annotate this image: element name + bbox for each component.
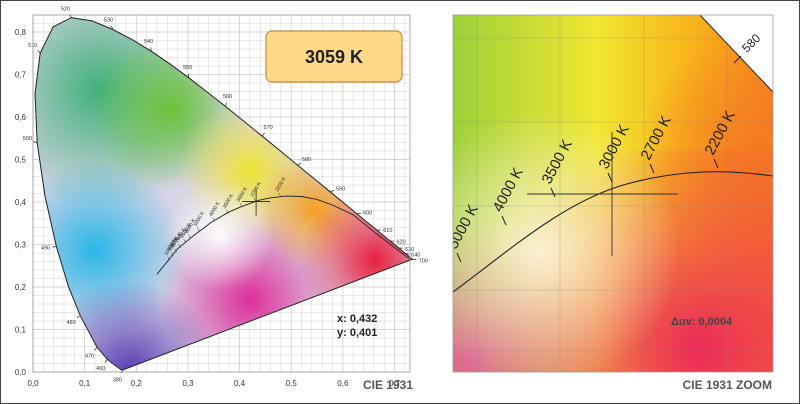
y-tick-label: 0,3 [15,241,27,250]
wavelength-label: 460 [96,366,105,372]
cct-tick [188,234,191,239]
wavelength-tick [33,140,38,144]
readout-x: x: 0,432 [337,313,377,325]
wavelength-tick [110,25,114,30]
zoom-spectral-locus [699,15,773,93]
wavelength-tick [225,102,227,107]
wavelength-label: 700 [419,259,428,265]
wavelength-label: 630 [405,247,414,253]
duv-readout: Δuv: 0,0004 [671,316,733,328]
cct-tick [167,256,171,261]
y-tick-label: 0,1 [15,326,27,335]
wavelength-label: 640 [411,253,420,259]
wavelength-tick [412,258,417,261]
chromaticity-point [242,189,271,216]
right-chart-title: CIE 1931 ZOOM [683,378,772,392]
spectral-locus [34,17,414,371]
zoom-cct-tick [501,215,507,226]
planckian-locus [156,195,411,275]
cct-tick [171,252,174,257]
wavelength-label: 470 [85,354,94,360]
wavelength-tick [104,359,108,363]
cct-tick [278,192,282,198]
x-tick-label: 0,5 [286,379,298,388]
zoom-planckian-locus [453,171,773,293]
y-tick-label: 0,7 [15,71,27,80]
x-tick-label: 0,7 [389,379,401,388]
x-tick-label: 0,3 [182,379,194,388]
wavelength-tick [150,47,152,52]
wavelength-tick [94,347,98,351]
cct-tick [239,202,243,208]
cct-badge [265,30,403,83]
x-tick-label: 0,1 [79,379,91,388]
zoom-cct-tick [649,163,655,174]
readout-y: y: 0,401 [337,327,377,339]
zoom-cct-tick [456,252,462,263]
cct-tick [178,243,181,249]
wavelength-tick [297,162,302,166]
zoom-cct-tick [550,187,556,198]
wavelength-tick [262,132,265,137]
y-tick-label: 0,4 [15,198,27,207]
wavelength-tick [76,315,81,319]
y-tick-label: 0,2 [15,283,27,292]
left-chart-title: CIE 1931 [363,378,413,392]
y-tick-label: 0,8 [15,28,27,37]
cct-tick [212,217,216,222]
wavelength-tick [37,49,41,54]
axis-tick-labels: 0,0 0,1 0,2 0,3 0,4 0,5 0,6 0,7 0,0 0,1 0,2 0,3 0,4 0… [15,28,401,388]
wavelength-label: 550 [183,65,192,71]
cct-tick [174,248,177,253]
cct-value: 3059 K [305,47,363,67]
wavelength-label: 610 [383,228,392,234]
zoom-grid [453,15,773,372]
zoom-border [452,14,774,373]
wavelength-label: 590 [336,186,345,192]
wavelength-ticks: 3804604704804905005105205305405505605705… [23,6,428,383]
x-tick-label: 0,4 [234,379,246,388]
cct-tick [183,239,187,244]
wavelength-label: 530 [104,17,113,23]
x-tick-label: 0,0 [27,379,39,388]
wavelength-label: 500 [23,136,32,142]
wavelength-label: 540 [144,39,153,45]
wl-580-tick [733,55,742,64]
y-tick-label: 0,0 [15,368,27,377]
wavelength-label: 600 [363,210,372,216]
x-tick-label: 0,6 [337,379,349,388]
wavelength-label: 490 [41,246,50,252]
plot-border [32,14,411,373]
cct-tick [225,209,229,215]
wavelength-label: 380 [113,377,122,383]
zoom-cct-tick [713,158,719,169]
x-tick-label: 0,2 [131,379,143,388]
wavelength-tick [329,190,334,193]
wavelength-label: 570 [264,125,273,131]
y-tick-label: 0,5 [15,156,27,165]
cct-tick [197,227,200,232]
wavelength-label: 480 [66,320,75,326]
y-tick-label: 0,6 [15,113,27,122]
wavelength-label: 580 [302,157,311,163]
zoom-cct-tick [607,172,613,183]
wavelength-label: 560 [223,94,232,100]
wavelength-label: 520 [61,6,70,12]
wavelength-label: 620 [397,240,406,246]
